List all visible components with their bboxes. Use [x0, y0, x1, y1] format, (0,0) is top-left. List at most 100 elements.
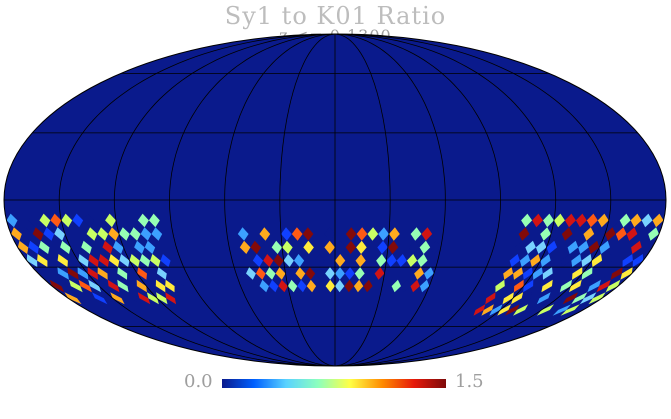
map-pixel: [536, 304, 554, 316]
map-pixel: [60, 240, 71, 254]
map-pixel: [335, 254, 346, 268]
map-pixel: [271, 240, 283, 254]
map-pixel: [78, 254, 89, 268]
map-pixel: [156, 292, 168, 305]
graticule-meridian: [279, 34, 336, 366]
map-pixel: [367, 227, 379, 241]
map-pixel: [562, 292, 579, 305]
map-pixel: [417, 254, 428, 268]
map-pixel: [575, 213, 587, 228]
map-pixel: [282, 240, 293, 254]
map-pixel: [530, 254, 541, 268]
colorbar-max-label: 1.5: [455, 371, 484, 392]
map-pixel: [57, 254, 68, 268]
map-pixel: [28, 213, 40, 228]
map-pixel: [387, 240, 399, 254]
graticule-meridian: [334, 34, 612, 366]
map-pixel: [523, 279, 534, 293]
map-pixel: [11, 227, 22, 241]
map-pixel: [519, 254, 531, 268]
map-pixel: [378, 227, 389, 241]
map-pixel: [87, 267, 98, 280]
map-pixel: [273, 254, 284, 268]
map-pixel: [137, 292, 151, 305]
graticule-meridian: [113, 34, 336, 366]
map-pixel: [305, 267, 316, 280]
graticule-meridian: [334, 34, 446, 366]
map-pixel: [579, 292, 597, 305]
map-pixel: [140, 227, 152, 241]
map-pixel: [513, 267, 523, 280]
map-pixel: [324, 227, 335, 241]
map-pixel: [473, 304, 486, 316]
map-pixel: [353, 279, 364, 293]
map-pixel: [54, 227, 65, 241]
map-pixel: [503, 267, 514, 280]
map-pixel: [91, 292, 108, 305]
map-pixel: [160, 254, 171, 268]
colorbar: [222, 379, 446, 388]
map-pixel: [543, 213, 554, 228]
map-pixel: [252, 254, 264, 268]
map-pixel: [119, 254, 130, 268]
map-pixel: [119, 227, 130, 241]
map-pixel: [518, 227, 530, 241]
map-pixel: [552, 304, 572, 316]
map-pixel: [401, 279, 411, 293]
map-pixel: [578, 240, 589, 254]
map-pixel: [554, 213, 565, 228]
map-pixel: [542, 267, 553, 280]
map-pixel: [345, 240, 357, 254]
map-pixel: [295, 267, 306, 280]
map-pixel: [155, 279, 166, 293]
map-pixel: [88, 254, 99, 268]
map-pixel: [419, 240, 431, 254]
map-pixel: [156, 267, 167, 280]
graticule-meridian: [58, 34, 336, 366]
map-pixel: [50, 213, 62, 228]
map-pixel: [265, 267, 276, 280]
map-pixel: [148, 213, 160, 228]
map-pixel: [615, 227, 627, 241]
map-pixel: [540, 227, 551, 241]
map-pixel: [391, 279, 401, 293]
map-pixel: [28, 240, 39, 254]
map-pixel: [602, 254, 613, 268]
map-pixel: [610, 267, 623, 280]
map-pixel: [567, 240, 579, 254]
map-pixel: [261, 240, 272, 254]
map-pixel: [509, 254, 520, 268]
map-pixel: [513, 304, 529, 316]
map-pixel: [374, 267, 385, 280]
graticule-meridian: [334, 34, 557, 366]
map-pixel: [237, 227, 249, 241]
map-pixel: [306, 279, 317, 293]
map-pixel: [72, 213, 84, 228]
map-pixel: [546, 240, 558, 254]
map-pixel: [541, 279, 553, 293]
map-pixel: [568, 279, 582, 293]
colorbar-min-label: 0.0: [184, 371, 213, 392]
map-pixel: [523, 267, 533, 280]
map-pixel: [386, 254, 397, 268]
map-pixel: [532, 267, 543, 280]
map-pixel: [608, 213, 620, 228]
map-pixel: [259, 227, 271, 241]
map-pixel: [67, 267, 79, 280]
map-pixel: [572, 267, 583, 280]
map-pixel: [588, 292, 606, 305]
map-pixel: [344, 267, 355, 280]
map-pixel: [269, 279, 279, 293]
map-pixel: [581, 267, 593, 280]
map-pixel: [78, 279, 92, 293]
map-pixel: [335, 279, 345, 293]
map-pixel: [376, 254, 387, 268]
map-pixel: [521, 213, 533, 228]
map-pixel: [325, 279, 335, 293]
map-pixel: [21, 227, 33, 241]
map-pixel: [528, 304, 546, 316]
map-pixel: [287, 279, 298, 293]
map-pixel: [630, 213, 642, 228]
map-pixel: [302, 227, 314, 241]
